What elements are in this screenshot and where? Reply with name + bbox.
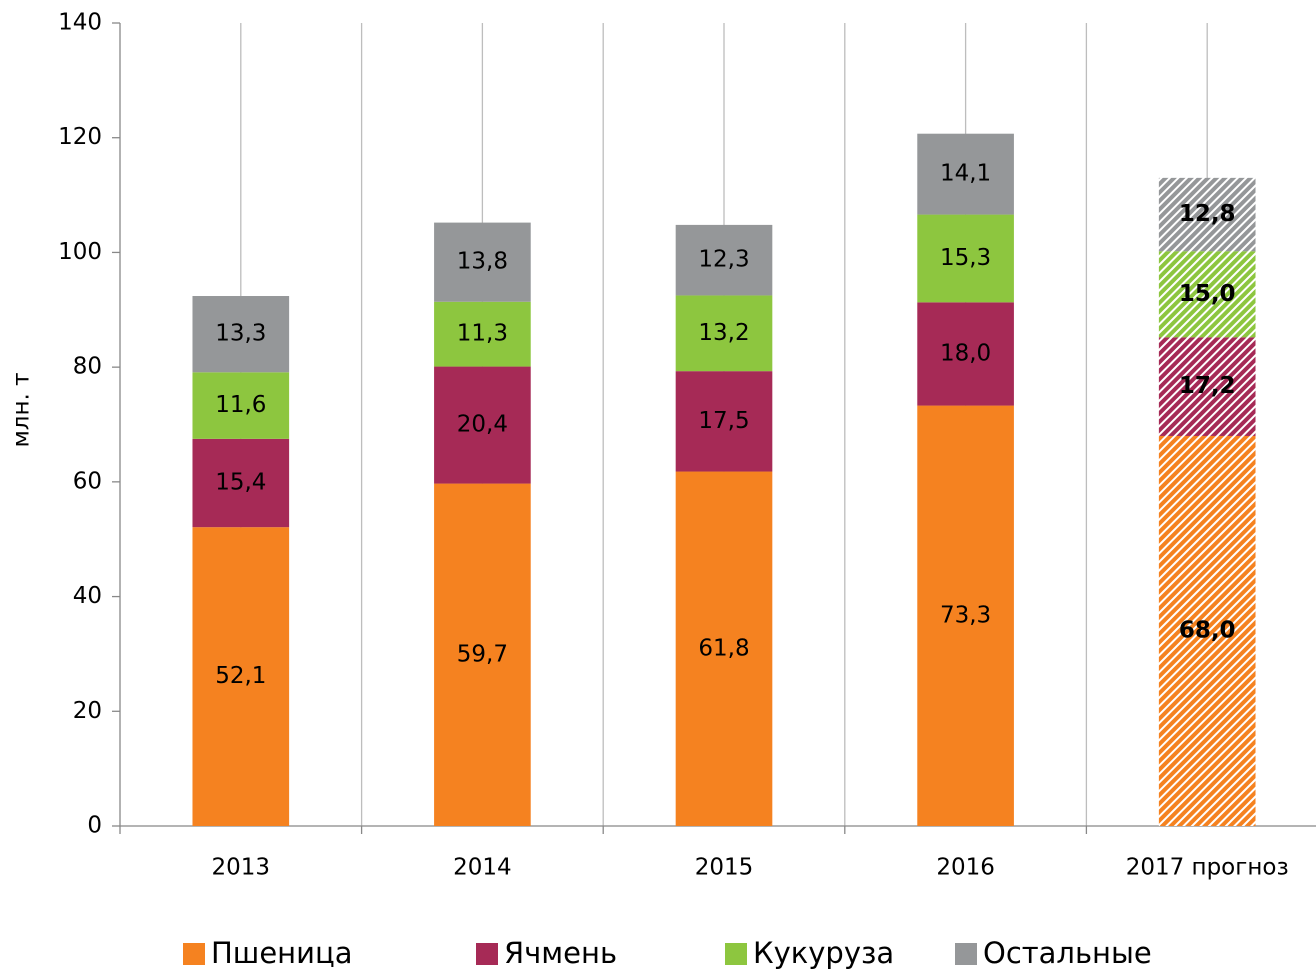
bar-segment [1158, 177, 1256, 252]
data-label: 15,0 [1179, 281, 1236, 307]
y-tick-label: 0 [87, 813, 102, 839]
legend-label lg: Остальные [983, 936, 1152, 970]
data-label: 52,1 [215, 663, 266, 689]
bar-segment [192, 372, 290, 439]
x-tick-label: 2013 [212, 855, 271, 881]
bar-segment [434, 222, 531, 302]
x-tick-label: 2017 прогноз [1126, 855, 1289, 881]
legend-label lg: Кукуруза [753, 936, 894, 970]
data-label: 68,0 [1179, 617, 1236, 643]
legend-swatch [476, 943, 498, 965]
bar-segment [675, 371, 773, 472]
bar-segment [192, 438, 290, 528]
bar-segment [434, 301, 531, 367]
x-tick-label: 2014 [453, 855, 512, 881]
bar-segment [434, 483, 531, 826]
legend-swatch [955, 943, 977, 965]
x-tick-label: 2015 [695, 855, 754, 881]
bar-segment [1158, 251, 1256, 338]
legend-label lg: Пшеница [211, 936, 353, 970]
x-tick-label: 2016 [936, 855, 995, 881]
y-axis-label: млн. т [9, 372, 35, 447]
data-label: 12,8 [1179, 201, 1236, 227]
data-label: 15,4 [215, 470, 266, 496]
data-label: 11,6 [215, 392, 266, 418]
bar-segment [192, 527, 290, 826]
data-label: 20,4 [457, 412, 508, 438]
y-tick-label: 40 [73, 583, 102, 609]
data-label: 17,2 [1179, 373, 1236, 399]
data-label: 13,3 [215, 321, 266, 347]
data-label: 73,3 [940, 602, 991, 628]
bar-segment [917, 133, 1014, 215]
bar-segment [917, 405, 1014, 826]
data-label: 14,1 [940, 161, 991, 187]
y-tick-label: 140 [58, 10, 102, 36]
data-label: 15,3 [940, 245, 991, 271]
legend-label lg: Ячмень [504, 936, 617, 970]
y-tick-label: 80 [73, 354, 102, 380]
y-tick-label: 60 [73, 468, 102, 494]
legend-swatch [725, 943, 747, 965]
data-label: 13,2 [698, 320, 749, 346]
data-label: 12,3 [698, 247, 749, 273]
data-label: 13,8 [457, 249, 508, 275]
y-tick-label: 20 [73, 698, 102, 724]
bar-segment [192, 296, 290, 373]
data-label: 61,8 [698, 635, 749, 661]
data-label: 59,7 [457, 641, 508, 667]
bar-segment [675, 295, 773, 372]
bar-segment [434, 366, 531, 484]
bar-segment [1158, 435, 1256, 826]
bar-segment [917, 302, 1014, 406]
bar-segment [675, 471, 773, 826]
data-label: 17,5 [698, 408, 749, 434]
y-tick-label: 120 [58, 124, 102, 150]
bar-segment [917, 214, 1014, 303]
y-tick-label: 100 [58, 239, 102, 265]
legend-swatch [183, 943, 205, 965]
data-label: 11,3 [457, 321, 508, 347]
data-label: 18,0 [940, 340, 991, 366]
bar-segment [1158, 337, 1256, 436]
bar-segment [675, 224, 773, 296]
